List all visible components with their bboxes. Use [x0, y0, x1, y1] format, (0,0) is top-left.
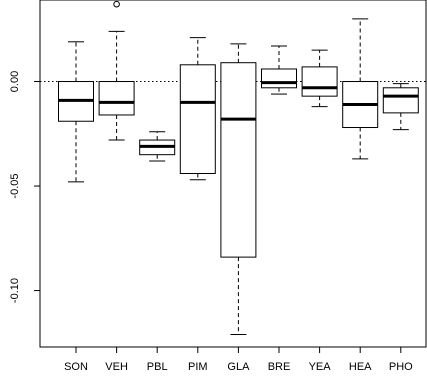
outlier-point: [113, 0, 120, 8]
box-body: [301, 66, 338, 97]
y-tick-label: -0.10: [9, 278, 21, 303]
box-body: [261, 68, 297, 89]
box-pim: [179, 37, 216, 181]
x-tick-label: PHO: [389, 361, 413, 373]
x-tick-label: BRE: [268, 361, 291, 373]
x-tick-label: VEH: [105, 361, 128, 373]
box-body: [220, 62, 257, 258]
x-tick-label: PIM: [188, 361, 208, 373]
plot-area-frame: [39, 0, 427, 348]
x-tick-label: PBL: [147, 361, 168, 373]
box-body: [179, 64, 216, 174]
x-tick-label: YEA: [309, 361, 332, 373]
box-hea: [342, 18, 379, 160]
box-gla: [220, 43, 257, 335]
box-body: [382, 87, 419, 114]
y-tick-label: 0.00: [9, 71, 21, 92]
box-yea: [301, 49, 338, 108]
x-axis: SON VEH PBL PIM GLA BRE YEA HEA PHO: [64, 347, 413, 373]
box-son: [58, 41, 94, 183]
y-tick-label: -0.05: [9, 174, 21, 199]
x-tick-label: SON: [64, 361, 88, 373]
box-veh: [98, 0, 135, 141]
boxes-layer: [58, 0, 419, 335]
box-pbl: [139, 131, 176, 162]
box-bre: [261, 45, 297, 95]
box-body: [98, 81, 135, 116]
x-tick-label: HEA: [349, 361, 372, 373]
y-axis: 0.00 -0.05 -0.10: [9, 71, 40, 303]
box-pho: [382, 83, 419, 131]
x-tick-label: GLA: [227, 361, 250, 373]
